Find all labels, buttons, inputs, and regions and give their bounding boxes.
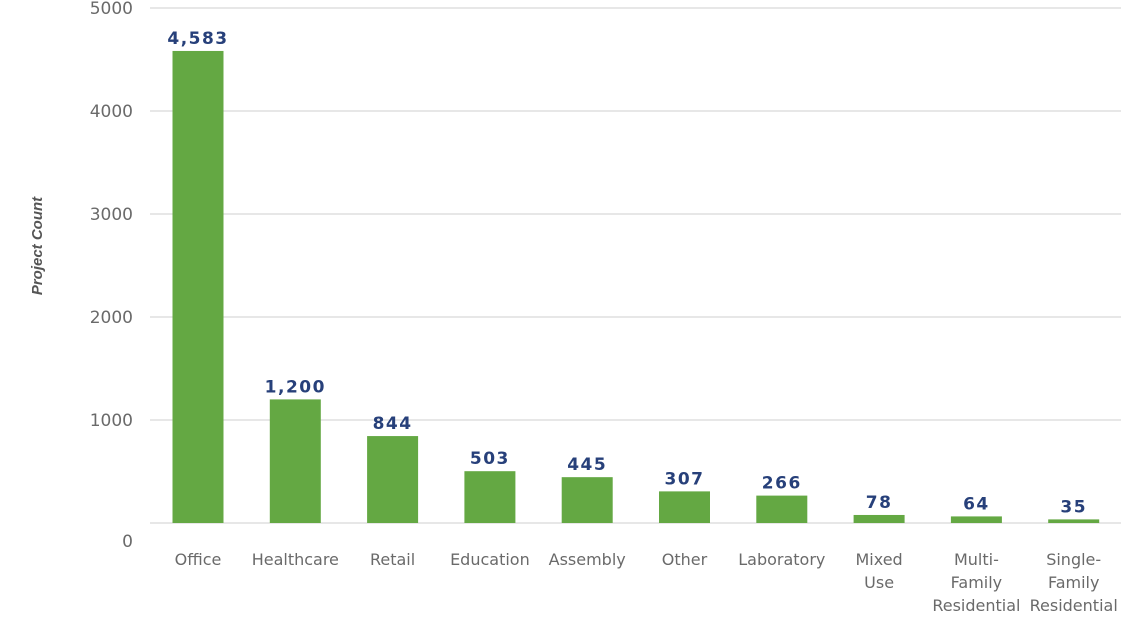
bars [172, 50, 1100, 524]
y-tick-label: 4000 [90, 102, 133, 122]
y-tick-label: 5000 [90, 0, 133, 19]
x-tick-label-line: Healthcare [252, 550, 339, 569]
bar [464, 471, 516, 523]
x-tick-label-line: Single- [1046, 550, 1101, 569]
data-label: 35 [1060, 497, 1087, 517]
x-tick-label: Healthcare [252, 550, 339, 569]
y-tick-label: 2000 [90, 308, 133, 328]
y-axis-ticks: 0 1000 2000 3000 4000 5000 [90, 0, 133, 552]
x-tick-label-line: Residential [932, 596, 1020, 615]
x-tick-label-line: Mixed [855, 550, 902, 569]
data-label: 503 [470, 449, 510, 469]
x-tick-label-line: Family [951, 573, 1002, 592]
x-tick-label: Laboratory [738, 550, 825, 569]
data-label: 64 [963, 494, 990, 514]
x-tick-label: Assembly [549, 550, 626, 569]
data-label: 307 [665, 469, 705, 489]
bar [367, 436, 419, 523]
x-tick-label-line: Use [864, 573, 894, 592]
bar [950, 516, 1002, 523]
data-labels: 4,583 1,200 844 503 445 307 266 78 64 35 [167, 29, 1087, 517]
bar [1048, 519, 1100, 523]
x-tick-label: Multi- Family Residential [932, 550, 1020, 615]
y-tick-label: 0 [122, 532, 133, 552]
bar [269, 399, 321, 523]
x-tick-label-line: Family [1048, 573, 1099, 592]
x-tick-label: Retail [370, 550, 415, 569]
bar [561, 477, 613, 523]
x-tick-label-line: Assembly [549, 550, 626, 569]
x-tick-label-line: Residential [1030, 596, 1118, 615]
data-label: 266 [762, 474, 802, 494]
x-tick-label: Office [175, 550, 222, 569]
x-tick-label-line: Laboratory [738, 550, 825, 569]
y-tick-label: 3000 [90, 205, 133, 225]
x-tick-label: Other [662, 550, 708, 569]
bar [853, 514, 905, 523]
data-label: 445 [567, 455, 607, 475]
x-tick-label: Mixed Use [855, 550, 902, 592]
bar [756, 495, 808, 523]
x-tick-label-line: Office [175, 550, 222, 569]
data-label: 1,200 [265, 377, 326, 397]
x-tick-label-line: Other [662, 550, 708, 569]
y-axis-title: Project Count [29, 196, 46, 295]
data-label: 4,583 [167, 29, 228, 49]
data-label: 78 [866, 493, 893, 513]
x-tick-label-line: Multi- [954, 550, 999, 569]
bar [659, 491, 710, 523]
x-tick-label: Education [450, 550, 530, 569]
x-axis-ticks: Office Healthcare Retail Education Assembly O… [175, 550, 1118, 615]
x-tick-label-line: Retail [370, 550, 415, 569]
x-tick-label-line: Education [450, 550, 530, 569]
y-tick-label: 1000 [90, 411, 133, 431]
x-tick-label: Single- Family Residential [1030, 550, 1118, 615]
bar [172, 50, 224, 524]
data-label: 844 [373, 414, 413, 434]
